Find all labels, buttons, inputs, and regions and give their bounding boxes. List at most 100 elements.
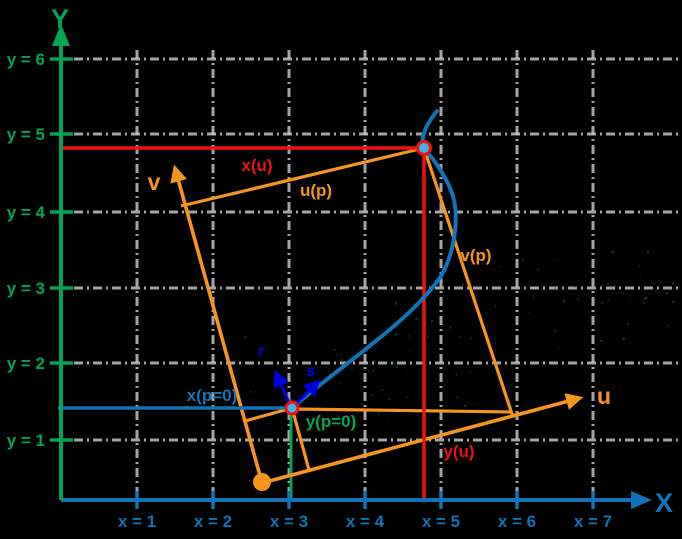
watermark-dot <box>405 372 408 374</box>
watermark-dot <box>448 326 452 329</box>
watermark-dot <box>554 329 557 332</box>
watermark-dot <box>375 344 378 346</box>
watermark-dot <box>274 418 276 420</box>
watermark-dot <box>430 319 434 323</box>
watermark-dot <box>446 298 448 300</box>
watermark-dot <box>445 380 447 381</box>
watermark-dot <box>600 301 604 304</box>
watermark-dot <box>339 381 342 384</box>
watermark-dot <box>642 301 646 304</box>
watermark-dot <box>245 363 247 365</box>
uv-origin-dot <box>253 473 271 491</box>
watermark-dot <box>638 264 641 267</box>
r-vector-label: r <box>258 343 265 360</box>
point-at-p0 <box>284 400 300 416</box>
x-tick-label: x = 6 <box>498 512 536 531</box>
watermark-dot <box>557 259 559 261</box>
watermark-dot <box>427 335 430 338</box>
watermark-dot <box>653 283 656 285</box>
x-axis-arrow-icon <box>631 491 652 509</box>
x-tick-label: x = 1 <box>118 512 156 531</box>
watermark-dot <box>554 287 557 290</box>
watermark-dot <box>394 333 398 336</box>
watermark-dot <box>340 358 343 361</box>
x-tick-label: x = 3 <box>270 512 308 531</box>
u-p-line <box>180 146 425 208</box>
watermark-dot <box>537 269 540 272</box>
watermark-dot <box>671 281 675 285</box>
v-p-label: v(p) <box>460 246 491 265</box>
watermark-dot <box>463 404 467 407</box>
watermark-dot <box>336 353 339 355</box>
watermark-dot <box>528 284 531 287</box>
watermark-dot <box>377 412 381 415</box>
watermark-dot <box>654 290 657 292</box>
y-axis-arrow-icon <box>52 24 70 46</box>
watermark-dot <box>538 292 540 294</box>
watermark-dot <box>470 337 473 340</box>
watermark-dot <box>558 347 560 349</box>
v-axis-label: v <box>148 169 161 195</box>
watermark-dot <box>372 369 375 372</box>
watermark-dot <box>646 250 650 254</box>
watermark-dot <box>469 253 472 257</box>
p0-vectors <box>273 369 321 408</box>
watermark-dot <box>370 394 373 397</box>
watermark-dot <box>577 298 579 301</box>
watermark-dot <box>532 294 534 296</box>
p0-parallel-v-line <box>290 407 311 471</box>
x-tick-label: x = 4 <box>346 512 385 531</box>
watermark-dot <box>608 299 611 302</box>
watermark-dot <box>532 296 536 299</box>
watermark-dot <box>527 311 530 314</box>
watermark-dot <box>243 336 247 339</box>
y-u-label: y(u) <box>443 442 474 461</box>
watermark-dot <box>610 286 614 290</box>
watermark-dot <box>562 299 566 303</box>
watermark-dot <box>494 304 497 307</box>
v-p-line <box>422 147 515 418</box>
watermark-dot <box>415 317 418 321</box>
x-axis-title: X <box>655 488 673 518</box>
watermark-dot <box>640 276 642 278</box>
r-vector-arrow <box>273 369 292 406</box>
y-tick-label: y = 5 <box>7 125 45 144</box>
watermark-dot <box>600 284 603 287</box>
watermark-dot <box>461 283 465 286</box>
watermark-dot <box>600 339 603 343</box>
watermark-dot <box>622 292 625 295</box>
watermark-dot <box>656 292 659 294</box>
watermark-noise <box>243 246 679 423</box>
watermark-dot <box>408 350 411 352</box>
x-u-label: x(u) <box>241 156 272 175</box>
p0-parallel-u-line <box>244 406 293 423</box>
v-axis <box>170 164 264 484</box>
watermark-dot <box>672 300 675 303</box>
y-axis-title: Y <box>51 4 69 34</box>
watermark-dot <box>407 335 410 337</box>
watermark-dot <box>337 415 340 418</box>
watermark-dot <box>381 389 384 391</box>
u-axis <box>261 393 584 485</box>
watermark-dot <box>249 390 252 393</box>
watermark-dot <box>468 371 471 374</box>
y-axis: y = 6 y = 5 y = 4 y = 3 y = 2 y = 1 Y <box>7 4 73 500</box>
watermark-dot <box>466 246 468 248</box>
x-axis: x = 1 x = 2 x = 3 x = 4 x = 5 x = 6 x = … <box>61 488 673 531</box>
u-p-label: u(p) <box>300 181 332 200</box>
watermark-dot <box>396 365 399 369</box>
watermark-dot <box>387 420 389 423</box>
watermark-dot <box>660 281 663 284</box>
watermark-dot <box>513 314 515 316</box>
watermark-dot <box>493 338 496 340</box>
y-p0-label: y(p=0) <box>306 412 357 431</box>
watermark-dot <box>363 367 366 370</box>
watermark-dot <box>391 361 395 364</box>
watermark-dot <box>441 325 443 327</box>
x-p0-label: x(p=0) <box>187 386 238 405</box>
y-tick-label: y = 3 <box>7 279 45 298</box>
grid <box>74 50 682 498</box>
watermark-dot <box>361 387 363 390</box>
